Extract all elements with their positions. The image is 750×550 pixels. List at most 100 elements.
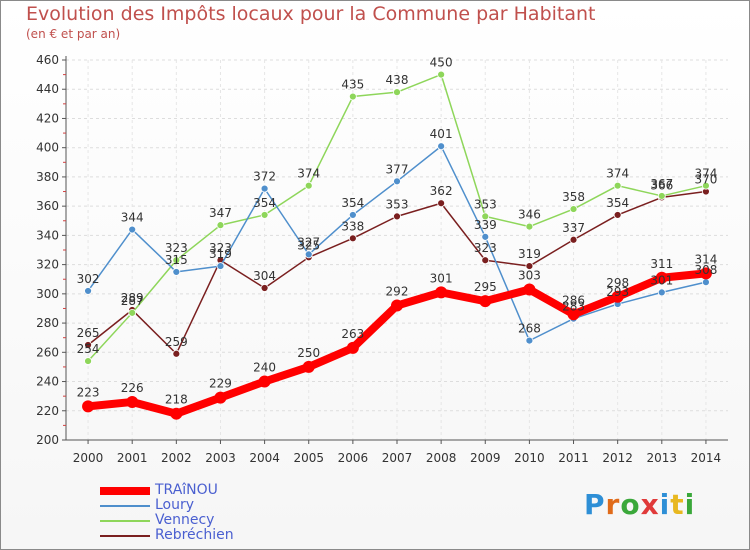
point-tra-nou-2001 [126, 396, 139, 408]
y-axis-ticks: 200 220 240 260 280 300 320 340 360 380 400 420 440 4… [36, 53, 66, 447]
logo-letter: P [584, 488, 606, 521]
y-tick-label-320: 320 [36, 258, 59, 272]
point-tra-nou-2008 [435, 286, 448, 299]
point-rebr-chien-2012 [613, 211, 622, 219]
legend-label-loury: Loury [155, 497, 195, 513]
x-tick-label-2014: 2014 [691, 451, 722, 465]
point-vennecy-2010 [525, 222, 534, 231]
point-loury-2002 [172, 268, 181, 276]
data-label-rebr-chien-2003: 323 [209, 241, 232, 255]
y-tick-label-300: 300 [36, 287, 59, 301]
point-vennecy-2005 [304, 181, 313, 190]
point-rebr-chien-2010 [525, 262, 534, 270]
legend-swatch-loury [100, 505, 150, 507]
point-tra-nou-2006 [346, 341, 359, 354]
y-tick-label-400: 400 [36, 141, 59, 155]
point-tra-nou-2014 [699, 267, 712, 280]
data-label-tra-nou-2011: 286 [562, 293, 585, 307]
data-label-rebr-chien-2013: 366 [650, 178, 673, 192]
data-label-vennecy-2008: 450 [430, 56, 453, 70]
point-tra-nou-2000 [82, 400, 95, 413]
point-loury-2007 [393, 177, 401, 186]
data-label-rebr-chien-2009: 323 [474, 241, 497, 255]
x-tick-label-2009: 2009 [470, 451, 501, 465]
chart-title: Evolution des Impôts locaux pour la Comm… [26, 3, 596, 25]
point-rebr-chien-2002 [172, 349, 181, 358]
data-label-vennecy-2006: 435 [341, 78, 364, 92]
logo-letter: x [640, 488, 660, 521]
logo-letter: i [684, 488, 696, 521]
point-rebr-chien-2008 [437, 199, 446, 208]
data-label-tra-nou-2000: 223 [77, 385, 100, 399]
data-label-loury-2011: 283 [562, 300, 585, 314]
legend-swatch-rebr-chien [100, 535, 150, 537]
y-tick-label-280: 280 [36, 316, 59, 330]
y-tick-label-240: 240 [36, 375, 59, 389]
data-label-rebr-chien-2008: 362 [430, 184, 453, 198]
point-loury-2008 [437, 142, 446, 151]
data-label-loury-2001: 344 [121, 211, 144, 225]
point-vennecy-2001 [128, 308, 137, 317]
data-label-rebr-chien-2002: 259 [165, 335, 188, 349]
data-label-loury-2005: 327 [297, 235, 320, 249]
data-label-tra-nou-2002: 218 [165, 393, 188, 407]
x-tick-label-2013: 2013 [647, 451, 678, 465]
y-tick-label-440: 440 [36, 82, 59, 96]
data-label-tra-nou-2004: 240 [253, 361, 276, 375]
x-tick-label-2011: 2011 [558, 451, 589, 465]
y-tick-label-260: 260 [36, 345, 59, 359]
point-vennecy-2013 [657, 192, 666, 200]
y-tick-label-360: 360 [36, 199, 59, 213]
point-rebr-chien-2009 [481, 256, 490, 265]
data-label-loury-2012: 293 [606, 285, 629, 299]
data-label-vennecy-2012: 374 [606, 167, 629, 181]
y-tick-label-200: 200 [36, 433, 59, 447]
point-tra-nou-2012 [611, 290, 624, 303]
data-label-rebr-chien-2004: 304 [253, 269, 276, 283]
y-tick-label-220: 220 [36, 404, 59, 418]
x-tick-label-2005: 2005 [293, 451, 324, 465]
point-vennecy-2008 [437, 70, 446, 79]
data-label-loury-2004: 372 [253, 170, 276, 184]
x-tick-label-2010: 2010 [514, 451, 545, 465]
chart-subtitle: (en € et par an) [26, 27, 121, 41]
data-label-loury-2007: 377 [386, 162, 409, 176]
point-vennecy-2011 [569, 205, 578, 213]
x-tick-label-2002: 2002 [161, 451, 192, 465]
point-vennecy-2009 [481, 212, 490, 221]
data-label-vennecy-2001: 287 [121, 294, 144, 308]
point-rebr-chien-2004 [260, 284, 269, 292]
x-tick-label-2001: 2001 [117, 451, 148, 465]
x-tick-label-2007: 2007 [382, 451, 413, 465]
data-label-vennecy-2011: 358 [562, 190, 585, 204]
x-tick-label-2003: 2003 [205, 451, 236, 465]
data-label-vennecy-2000: 254 [77, 342, 100, 356]
data-label-vennecy-2005: 374 [297, 167, 320, 181]
y-tick-label-340: 340 [36, 228, 59, 242]
data-label-tra-nou-2009: 295 [474, 280, 497, 294]
data-label-tra-nou-2007: 292 [386, 285, 409, 299]
data-label-loury-2013: 301 [650, 273, 673, 287]
data-label-loury-2010: 268 [518, 322, 541, 336]
logo-letter: o [620, 488, 641, 521]
data-label-vennecy-2009: 353 [474, 197, 497, 211]
y-tick-label-380: 380 [36, 170, 59, 184]
point-tra-nou-2002 [170, 407, 183, 420]
data-label-tra-nou-2012: 298 [606, 276, 629, 290]
point-tra-nou-2011 [567, 308, 580, 321]
x-tick-label-2004: 2004 [249, 451, 280, 465]
point-loury-2001 [128, 225, 137, 234]
x-tick-label-2000: 2000 [73, 451, 104, 465]
logo-letter: i [659, 488, 671, 521]
data-label-loury-2003: 319 [209, 247, 232, 261]
data-label-vennecy-2013: 367 [650, 177, 673, 191]
data-label-tra-nou-2006: 263 [341, 327, 364, 341]
data-label-rebr-chien-2010: 319 [518, 247, 541, 261]
data-label-rebr-chien-2001: 289 [121, 291, 144, 305]
point-loury-2003 [216, 262, 225, 270]
legend-label-tra-nou: TRAîNOU [155, 482, 218, 498]
data-label-rebr-chien-2000: 265 [77, 326, 100, 340]
data-label-vennecy-2002: 323 [165, 241, 188, 255]
